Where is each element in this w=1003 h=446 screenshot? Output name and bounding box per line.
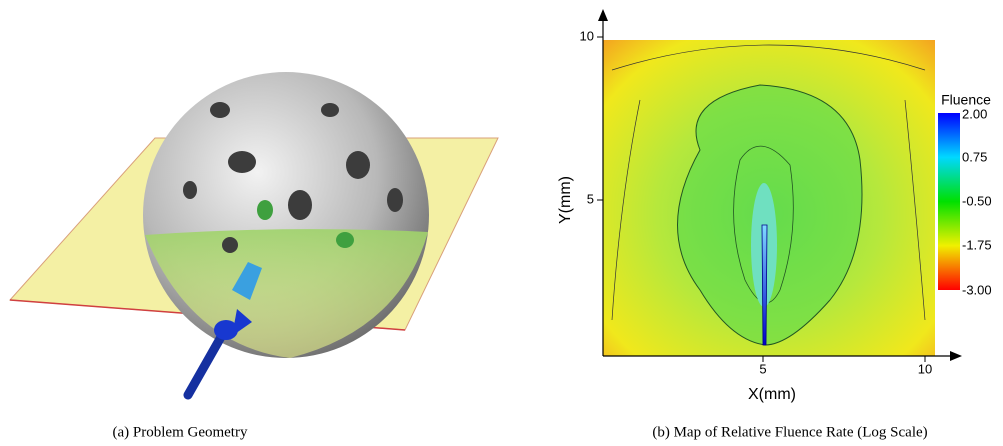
x-tick-label: 5 (759, 361, 766, 376)
colorbar-tick-label: -3.00 (962, 282, 992, 297)
figure: (a) Problem Geometry 5 10 10 5 X(mm) Y(m… (0, 0, 1003, 446)
colorbar-tick-label: 0.75 (962, 149, 987, 164)
y-axis-arrow (598, 9, 608, 21)
sphere-lower (145, 229, 428, 358)
geometry-render (10, 72, 498, 395)
y-axis-label: Y(mm) (557, 176, 574, 224)
colorbar-tick-label: -1.75 (962, 237, 992, 252)
needle (762, 225, 767, 345)
x-axis-label: X(mm) (748, 386, 796, 403)
x-axis-arrow (950, 351, 962, 361)
colorbar (938, 113, 960, 290)
colorbar-tick-label: -0.50 (962, 193, 992, 208)
y-tick-label: 10 (580, 28, 594, 43)
colorbar-title: Fluence (941, 92, 991, 108)
arrow-shaft (188, 330, 225, 395)
caption: (b) Map of Relative Fluence Rate (Log Sc… (652, 424, 927, 440)
y-tick-label: 5 (587, 191, 594, 206)
fluence-map (603, 40, 935, 356)
caption: (a) Problem Geometry (113, 424, 248, 440)
colorbar-tick-label: 2.00 (962, 106, 987, 121)
x-tick-label: 10 (918, 361, 932, 376)
